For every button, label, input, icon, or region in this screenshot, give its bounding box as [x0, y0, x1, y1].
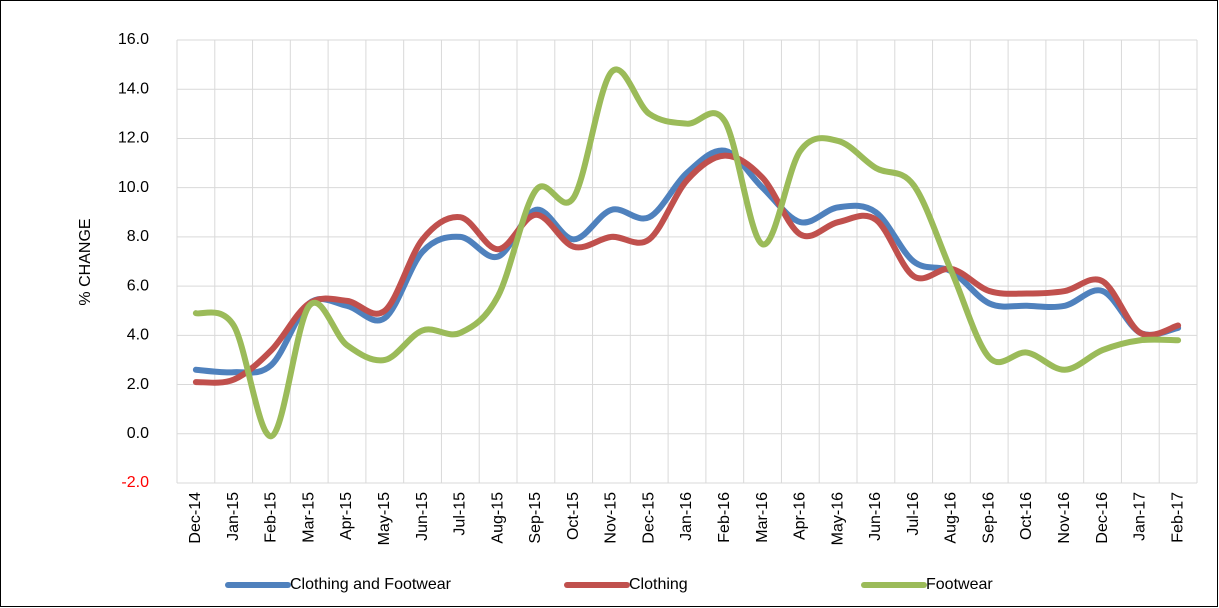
series-line: [192, 147, 1182, 376]
x-tick-label: Dec-14: [187, 492, 204, 544]
y-tick-label: 6.0: [127, 277, 149, 294]
x-tick-label: Jul-15: [452, 492, 469, 536]
x-tick-label: Sep-15: [527, 492, 544, 544]
x-tick-label: Nov-16: [1056, 492, 1073, 544]
x-tick-label: Jan-15: [225, 492, 242, 541]
x-tick-label: Apr-15: [338, 492, 355, 540]
legend-label: Footwear: [926, 576, 993, 593]
series-line: [192, 66, 1182, 440]
x-tick-label: Jun-16: [867, 492, 884, 541]
x-tick-label: Aug-16: [943, 492, 960, 544]
x-tick-label: Jan-16: [678, 492, 695, 541]
legend-label: Clothing and Footwear: [290, 576, 452, 593]
x-tick-label: Aug-15: [489, 492, 506, 544]
y-tick-label: 8.0: [127, 228, 149, 245]
y-tick-label: -2.0: [121, 474, 149, 491]
y-tick-label: 16.0: [118, 31, 149, 48]
y-tick-label: 14.0: [118, 80, 149, 97]
x-tick-label: Oct-16: [1018, 492, 1035, 540]
y-tick-label: 4.0: [127, 327, 149, 344]
x-tick-label: Sep-16: [980, 492, 997, 544]
legend-label: Clothing: [629, 576, 688, 593]
x-tick-label: Jul-16: [905, 492, 922, 536]
x-tick-label: Mar-15: [300, 492, 317, 543]
x-tick-label: Feb-17: [1169, 492, 1186, 543]
y-tick-label: 0.0: [127, 425, 149, 442]
x-tick-label: Feb-15: [263, 492, 280, 543]
series-line: [192, 152, 1182, 386]
x-tick-label: Feb-16: [716, 492, 733, 543]
x-tick-label: Nov-15: [603, 492, 620, 544]
x-tick-label: Jan-17: [1132, 492, 1149, 541]
x-tick-label: Apr-16: [792, 492, 809, 540]
x-tick-label: Jun-15: [414, 492, 431, 541]
y-tick-label: 10.0: [118, 179, 149, 196]
x-tick-label: May-15: [376, 492, 393, 545]
x-tick-label: Oct-15: [565, 492, 582, 540]
x-tick-label: Mar-16: [754, 492, 771, 543]
x-tick-label: May-16: [829, 492, 846, 545]
y-axis-label: % CHANGE: [77, 218, 94, 305]
x-tick-label: Dec-16: [1094, 492, 1111, 544]
x-tick-label: Dec-15: [640, 492, 657, 544]
y-tick-label: 2.0: [127, 376, 149, 393]
y-tick-label: 12.0: [118, 130, 149, 147]
